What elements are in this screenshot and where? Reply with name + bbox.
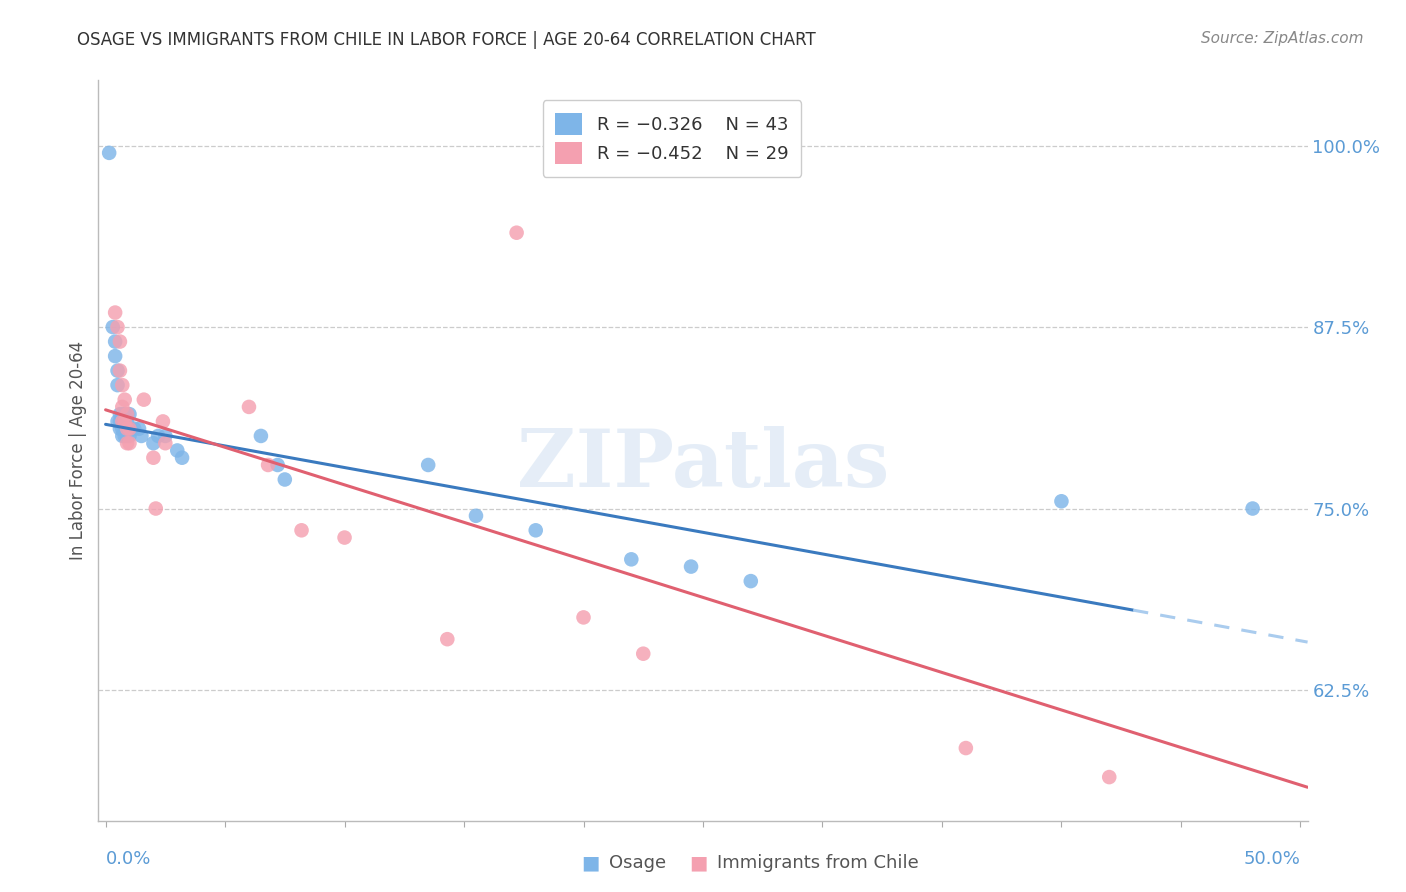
Point (107, 414, 129, 428)
Point (114, 407, 136, 421)
Point (128, 422, 150, 436)
Point (290, 524, 312, 538)
Point (114, 414, 136, 428)
Point (170, 450, 193, 465)
Point (152, 414, 174, 428)
Point (257, 458, 280, 472)
Point (111, 414, 134, 428)
Point (436, 632, 458, 647)
Text: ■: ■ (581, 854, 600, 872)
Point (108, 363, 131, 377)
Point (418, 458, 440, 472)
Point (118, 429, 141, 443)
Point (572, 610, 595, 624)
Point (633, 647, 655, 661)
Point (740, 574, 762, 588)
Point (266, 458, 288, 472)
Point (132, 392, 155, 407)
Point (98, 145, 121, 160)
Point (118, 407, 141, 421)
Point (118, 422, 141, 436)
Point (333, 531, 356, 545)
Point (108, 407, 131, 421)
Point (274, 473, 297, 487)
Point (114, 429, 136, 443)
Point (115, 414, 138, 428)
Text: 0.0%: 0.0% (105, 850, 150, 868)
Point (107, 378, 129, 392)
Point (131, 429, 153, 443)
Point (107, 363, 129, 377)
Point (118, 422, 141, 436)
Point (114, 422, 136, 436)
Point (122, 422, 145, 436)
Point (118, 436, 141, 450)
Point (955, 741, 977, 756)
Point (250, 429, 273, 443)
Point (115, 407, 138, 421)
Y-axis label: In Labor Force | Age 20-64: In Labor Force | Age 20-64 (69, 341, 87, 560)
Point (115, 436, 138, 450)
Point (111, 378, 134, 392)
Point (114, 414, 136, 428)
Point (111, 422, 134, 436)
Point (145, 501, 167, 516)
Point (142, 436, 165, 450)
Point (108, 422, 131, 436)
Point (524, 524, 547, 538)
Text: ZIPatlas: ZIPatlas (517, 426, 889, 504)
Point (108, 334, 131, 349)
Point (146, 429, 169, 443)
Point (107, 320, 129, 334)
Point (505, 226, 527, 240)
Point (620, 552, 643, 566)
Point (111, 407, 134, 421)
Legend: R = −0.326    N = 43, R = −0.452    N = 29: R = −0.326 N = 43, R = −0.452 N = 29 (543, 101, 801, 177)
Point (1050, 494, 1073, 508)
Point (104, 349, 127, 363)
Point (155, 429, 177, 443)
Point (1098, 770, 1121, 784)
Point (104, 305, 127, 319)
Point (101, 320, 124, 334)
Point (166, 443, 188, 458)
Point (115, 422, 138, 436)
Point (1241, 501, 1264, 516)
Point (681, 559, 703, 574)
Point (111, 414, 134, 428)
Point (108, 414, 131, 428)
Text: 50.0%: 50.0% (1243, 850, 1301, 868)
Text: Immigrants from Chile: Immigrants from Chile (717, 855, 918, 872)
Text: ■: ■ (689, 854, 709, 872)
Point (115, 407, 138, 421)
Point (142, 450, 165, 465)
Point (114, 392, 136, 407)
Point (111, 400, 134, 414)
Point (111, 429, 134, 443)
Point (155, 436, 177, 450)
Text: OSAGE VS IMMIGRANTS FROM CHILE IN LABOR FORCE | AGE 20-64 CORRELATION CHART: OSAGE VS IMMIGRANTS FROM CHILE IN LABOR … (77, 31, 815, 49)
Text: Osage: Osage (609, 855, 666, 872)
Point (238, 400, 260, 414)
Text: Source: ZipAtlas.com: Source: ZipAtlas.com (1201, 31, 1364, 46)
Point (104, 334, 127, 349)
Point (115, 429, 138, 443)
Point (465, 508, 488, 523)
